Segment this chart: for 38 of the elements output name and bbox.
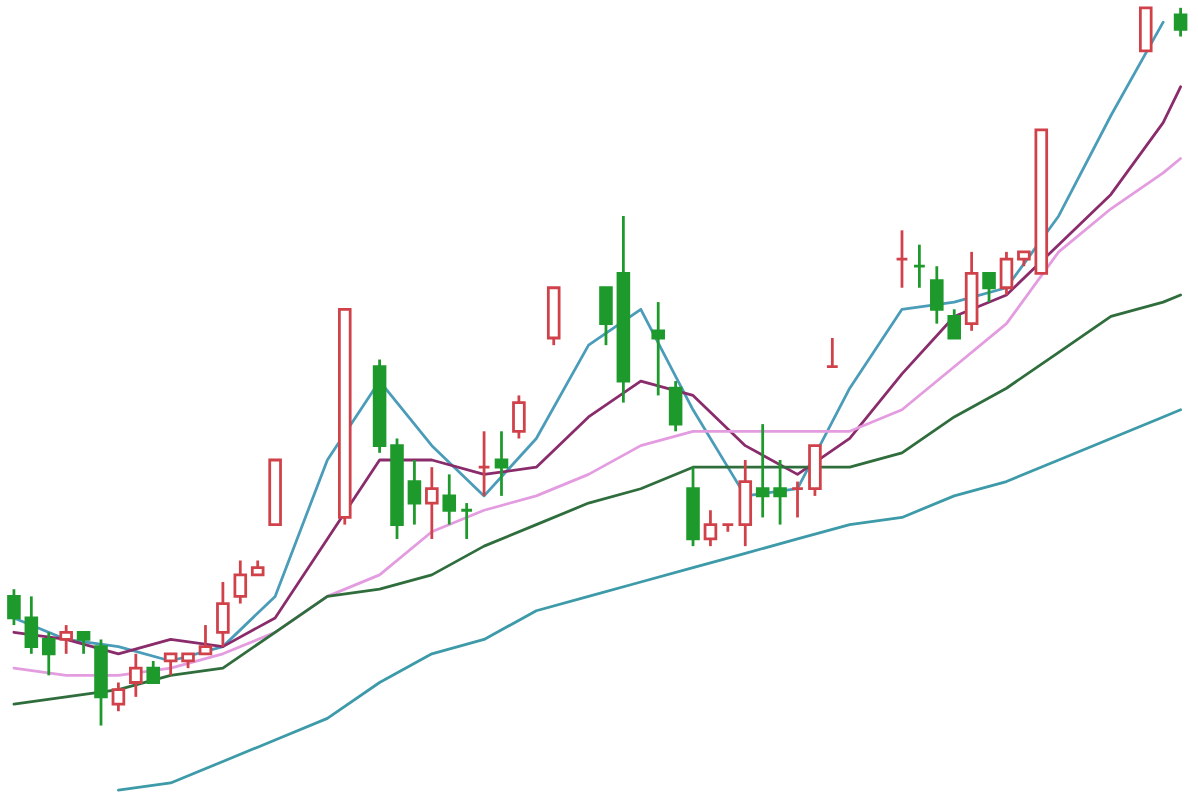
candlestick — [111, 681, 126, 713]
candlestick — [651, 300, 665, 397]
candlestick — [41, 630, 56, 677]
candlestick — [477, 429, 491, 498]
candlestick — [146, 659, 161, 684]
candlestick — [76, 630, 91, 656]
candlestick — [738, 458, 753, 548]
candlestick — [407, 458, 422, 526]
candlestick — [1138, 6, 1153, 53]
candlestick — [216, 580, 230, 649]
candlestick — [947, 307, 962, 340]
candlestick — [930, 264, 944, 326]
candlestick — [721, 523, 735, 534]
candlestick — [773, 458, 787, 526]
candlestick — [999, 250, 1014, 297]
candlestick — [668, 379, 683, 433]
candlestick — [198, 623, 213, 656]
candlestick — [442, 472, 457, 526]
candlestick — [825, 336, 840, 369]
candlestick — [912, 243, 927, 290]
candlestick — [129, 652, 143, 699]
candlestick — [703, 508, 718, 548]
candlestick — [790, 480, 805, 519]
candlestick — [24, 594, 39, 656]
candlestick — [755, 422, 770, 519]
candlestick — [1173, 6, 1188, 38]
candlestick — [233, 559, 248, 605]
candlestick — [425, 465, 439, 541]
candlestick — [512, 394, 526, 440]
candlestick — [982, 272, 996, 304]
candlestick — [494, 429, 509, 498]
candlestick — [7, 587, 21, 627]
candlestick — [163, 652, 178, 677]
candlestick — [59, 623, 73, 656]
candlestick — [459, 501, 474, 541]
candlestick — [895, 228, 909, 290]
candlestick — [599, 286, 613, 347]
candlestick — [808, 444, 822, 498]
